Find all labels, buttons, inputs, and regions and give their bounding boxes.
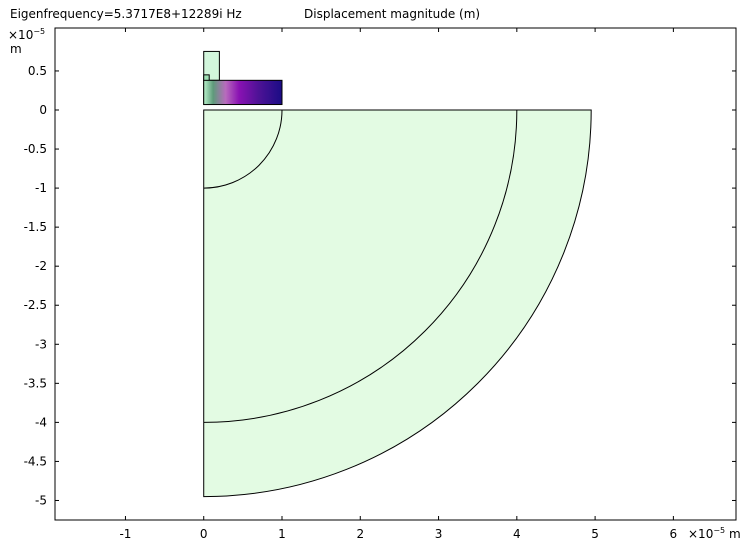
y-tick-label: -4.5 (24, 454, 47, 468)
y-exponent-label: ×10−5 (8, 27, 45, 42)
y-exponent-power: −5 (33, 27, 45, 36)
x-exponent-base: ×10 (688, 527, 713, 541)
y-tick-label: -1 (35, 181, 47, 195)
x-tick-label: 0 (200, 527, 208, 541)
y-tick-label: 0 (39, 103, 47, 117)
y-tick-label: -2 (35, 259, 47, 273)
x-unit-label: m (729, 527, 741, 541)
geometry-layer (203, 50, 592, 498)
y-tick-label: -2.5 (24, 298, 47, 312)
eigenfrequency-title: Eigenfrequency=5.3717E8+12289i Hz (10, 7, 242, 21)
x-tick-label: 5 (591, 527, 599, 541)
y-tick-label: -5 (35, 493, 47, 507)
resonator-bar (203, 79, 283, 106)
outer-domain (203, 109, 592, 498)
y-tick-label: -0.5 (24, 142, 47, 156)
x-tick-label: 4 (513, 527, 521, 541)
quantity-title: Displacement magnitude (m) (304, 7, 480, 21)
y-tick-label: -3 (35, 337, 47, 351)
y-tick-label: 0.5 (28, 64, 47, 78)
ticks-layer: -1 0 1 2 3 4 5 6 0.5 0 -0.5 -1 -1.5 -2 -2.5 -3 -3.5 -4 -4.… (24, 28, 736, 541)
x-tick-label: -1 (119, 527, 131, 541)
x-tick-label: 1 (278, 527, 286, 541)
inner-arc (203, 109, 518, 423)
y-exponent-base: ×10 (8, 28, 33, 42)
x-tick-label: 3 (435, 527, 443, 541)
x-exponent-power: −5 (713, 526, 725, 535)
y-tick-label: -1.5 (24, 220, 47, 234)
y-tick-label: -4 (35, 415, 47, 429)
y-tick-label: -3.5 (24, 376, 47, 390)
x-tick-label: 6 (670, 527, 678, 541)
axes-frame (54, 27, 737, 521)
y-unit-label: m (10, 42, 22, 56)
quarter-disk-arc (203, 109, 283, 189)
x-exponent-label: ×10−5 (688, 526, 725, 541)
x-tick-label: 2 (356, 527, 364, 541)
